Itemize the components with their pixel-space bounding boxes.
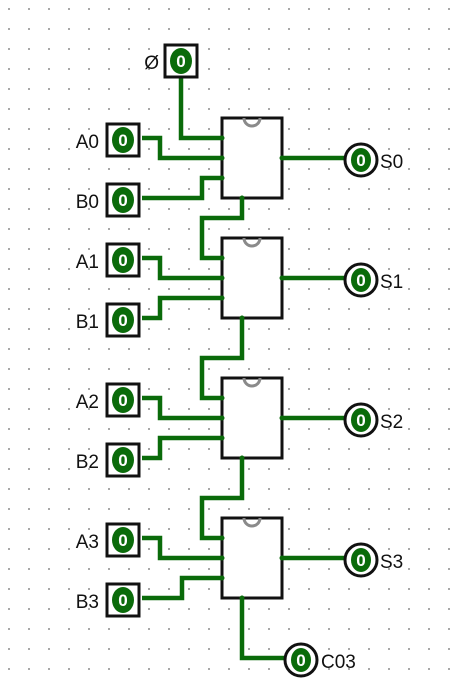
pin-label: S2 — [380, 412, 403, 433]
pin-state-indicator — [112, 527, 134, 553]
pin-state-indicator — [112, 187, 134, 213]
full-adder-2[interactable] — [219, 376, 285, 461]
pin-value: 0 — [118, 391, 127, 410]
pin-state-indicator — [351, 148, 371, 172]
wire-carry-0-1 — [199, 198, 245, 261]
wire-b3 — [142, 575, 222, 601]
wire-a2 — [142, 395, 222, 421]
pin-label: B1 — [76, 312, 99, 333]
pin-value: 0 — [118, 191, 127, 210]
full-adder-1[interactable] — [219, 236, 285, 321]
input-pin-a2[interactable]: 0 A2 — [76, 382, 141, 418]
pin-label: B0 — [76, 192, 99, 213]
chip-notch — [242, 237, 262, 248]
pin-value: 0 — [118, 531, 127, 550]
pin-state-indicator — [291, 648, 311, 672]
full-adder-0[interactable] — [219, 116, 285, 201]
input-pin-b3[interactable]: 0 B3 — [76, 582, 141, 618]
output-pin-s1[interactable]: 0 S1 — [343, 262, 403, 298]
wire-a0 — [142, 135, 222, 161]
pin-state-indicator — [351, 548, 371, 572]
input-pin-a3[interactable]: 0 A3 — [76, 522, 141, 558]
pin-label: S1 — [380, 272, 403, 293]
input-pin-a0[interactable]: 0 A0 — [76, 122, 141, 158]
pin-label: A2 — [76, 392, 99, 413]
pin-label: S3 — [380, 552, 403, 573]
pin-state-indicator — [112, 587, 134, 613]
pin-label: S0 — [380, 152, 403, 173]
wire-carry-2-3 — [199, 458, 245, 541]
input-pin-carry-in[interactable]: 0 Ø — [144, 43, 199, 79]
pin-label: A3 — [76, 532, 99, 553]
output-pin-s0[interactable]: 0 S0 — [343, 142, 403, 178]
chip-notch — [242, 377, 262, 388]
pin-value: 0 — [176, 52, 185, 71]
wires — [142, 78, 345, 661]
pin-label: B3 — [76, 592, 99, 613]
pin-value: 0 — [118, 131, 127, 150]
input-pin-b2[interactable]: 0 B2 — [76, 442, 141, 478]
chip-notch — [242, 517, 262, 528]
pin-value: 0 — [296, 651, 305, 670]
pin-label: A0 — [76, 132, 99, 153]
chip-notch — [242, 117, 262, 128]
pin-label: B2 — [76, 452, 99, 473]
pin-state-indicator — [351, 268, 371, 292]
pin-value: 0 — [356, 151, 365, 170]
pin-state-indicator — [112, 307, 134, 333]
wire-carry-out — [239, 598, 285, 661]
wire-b1 — [142, 295, 222, 321]
pin-label: C03 — [321, 652, 356, 673]
pin-state-indicator — [112, 387, 134, 413]
wire-b0 — [142, 175, 222, 201]
chip-body — [220, 516, 284, 600]
pin-value: 0 — [118, 451, 127, 470]
input-pin-a1[interactable]: 0 A1 — [76, 242, 141, 278]
pin-value: 0 — [118, 311, 127, 330]
wire-b2 — [142, 435, 222, 461]
output-pin-s3[interactable]: 0 S3 — [343, 542, 403, 578]
pin-value: 0 — [356, 271, 365, 290]
wire-a3 — [142, 535, 222, 561]
pin-value: 0 — [118, 251, 127, 270]
chip-body — [220, 376, 284, 460]
wire-carry-in — [178, 78, 222, 141]
pin-value: 0 — [118, 591, 127, 610]
full-adder-3[interactable] — [219, 516, 285, 601]
output-pin-s2[interactable]: 0 S2 — [343, 402, 403, 438]
chip-body — [220, 116, 284, 200]
pin-value: 0 — [356, 411, 365, 430]
pin-state-indicator — [112, 127, 134, 153]
chip-body — [220, 236, 284, 320]
wire-carry-1-2 — [199, 318, 245, 401]
pin-state-indicator — [351, 408, 371, 432]
pin-state-indicator — [170, 48, 192, 74]
output-pin-carry-out[interactable]: 0 C03 — [283, 642, 356, 678]
pin-state-indicator — [112, 247, 134, 273]
input-pin-b1[interactable]: 0 B1 — [76, 302, 141, 338]
pin-label: A1 — [76, 252, 99, 273]
wire-a1 — [142, 255, 222, 281]
input-pin-b0[interactable]: 0 B0 — [76, 182, 141, 218]
pin-label: Ø — [144, 53, 159, 74]
pin-value: 0 — [356, 551, 365, 570]
pin-state-indicator — [112, 447, 134, 473]
